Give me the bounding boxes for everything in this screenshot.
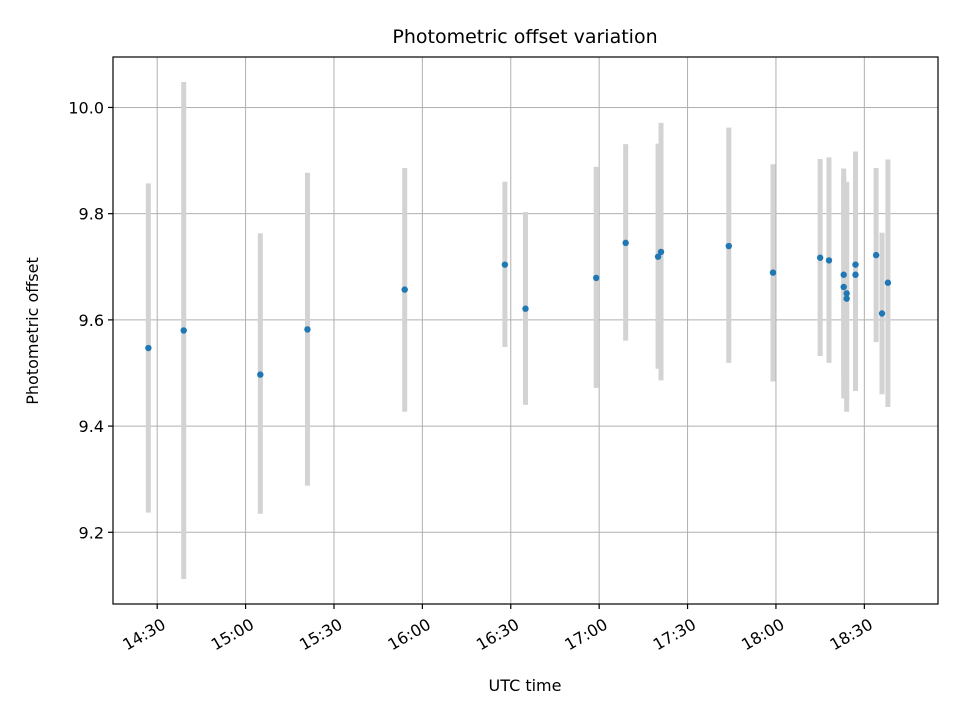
data-point xyxy=(769,269,777,276)
x-tick-label: 14:30 xyxy=(119,615,168,655)
data-point xyxy=(872,251,880,259)
data-points xyxy=(145,239,892,378)
data-point xyxy=(522,305,529,312)
data-point xyxy=(257,371,264,378)
data-point xyxy=(304,326,311,333)
data-point xyxy=(840,283,847,291)
data-point xyxy=(852,271,859,278)
data-point xyxy=(401,286,408,293)
plot-frame xyxy=(112,56,939,605)
data-point xyxy=(622,239,629,247)
x-tick-label: 17:30 xyxy=(650,615,699,655)
data-point xyxy=(593,274,600,282)
data-point xyxy=(843,290,850,297)
x-tick-label: 15:00 xyxy=(208,615,257,655)
y-axis: 9.2 9.4 9.6 9.8 10.0 xyxy=(68,98,113,542)
x-tick-label: 18:00 xyxy=(738,615,787,655)
data-point xyxy=(840,271,847,278)
data-point xyxy=(501,261,509,268)
x-tick-label: 18:30 xyxy=(827,615,876,655)
data-point xyxy=(657,248,665,256)
data-point xyxy=(852,261,859,268)
x-axis: 14:30 15:00 15:30 16:00 16:30 17:00 17:30 18:00… xyxy=(119,604,876,654)
data-point xyxy=(825,257,833,264)
y-tick-label: 9.4 xyxy=(79,417,104,436)
x-tick-label: 16:30 xyxy=(473,615,522,655)
data-point xyxy=(180,327,187,334)
y-tick-label: 9.6 xyxy=(79,311,104,330)
data-point xyxy=(878,310,886,317)
y-tick-label: 10.0 xyxy=(68,98,104,117)
x-tick-label: 16:00 xyxy=(385,615,434,655)
data-point xyxy=(884,279,892,286)
y-tick-label: 9.2 xyxy=(79,523,104,542)
error-bars xyxy=(145,81,891,580)
data-point xyxy=(725,242,733,250)
x-axis-title: UTC time xyxy=(489,676,562,695)
y-tick-label: 9.8 xyxy=(79,205,104,224)
chart-title: Photometric offset variation xyxy=(392,26,657,48)
data-point xyxy=(654,253,662,260)
x-tick-label: 17:00 xyxy=(561,615,610,655)
data-point xyxy=(843,295,850,302)
data-point xyxy=(145,344,152,352)
data-point xyxy=(816,254,824,261)
x-tick-label: 15:30 xyxy=(296,615,345,655)
y-axis-title: Photometric offset xyxy=(23,257,42,405)
